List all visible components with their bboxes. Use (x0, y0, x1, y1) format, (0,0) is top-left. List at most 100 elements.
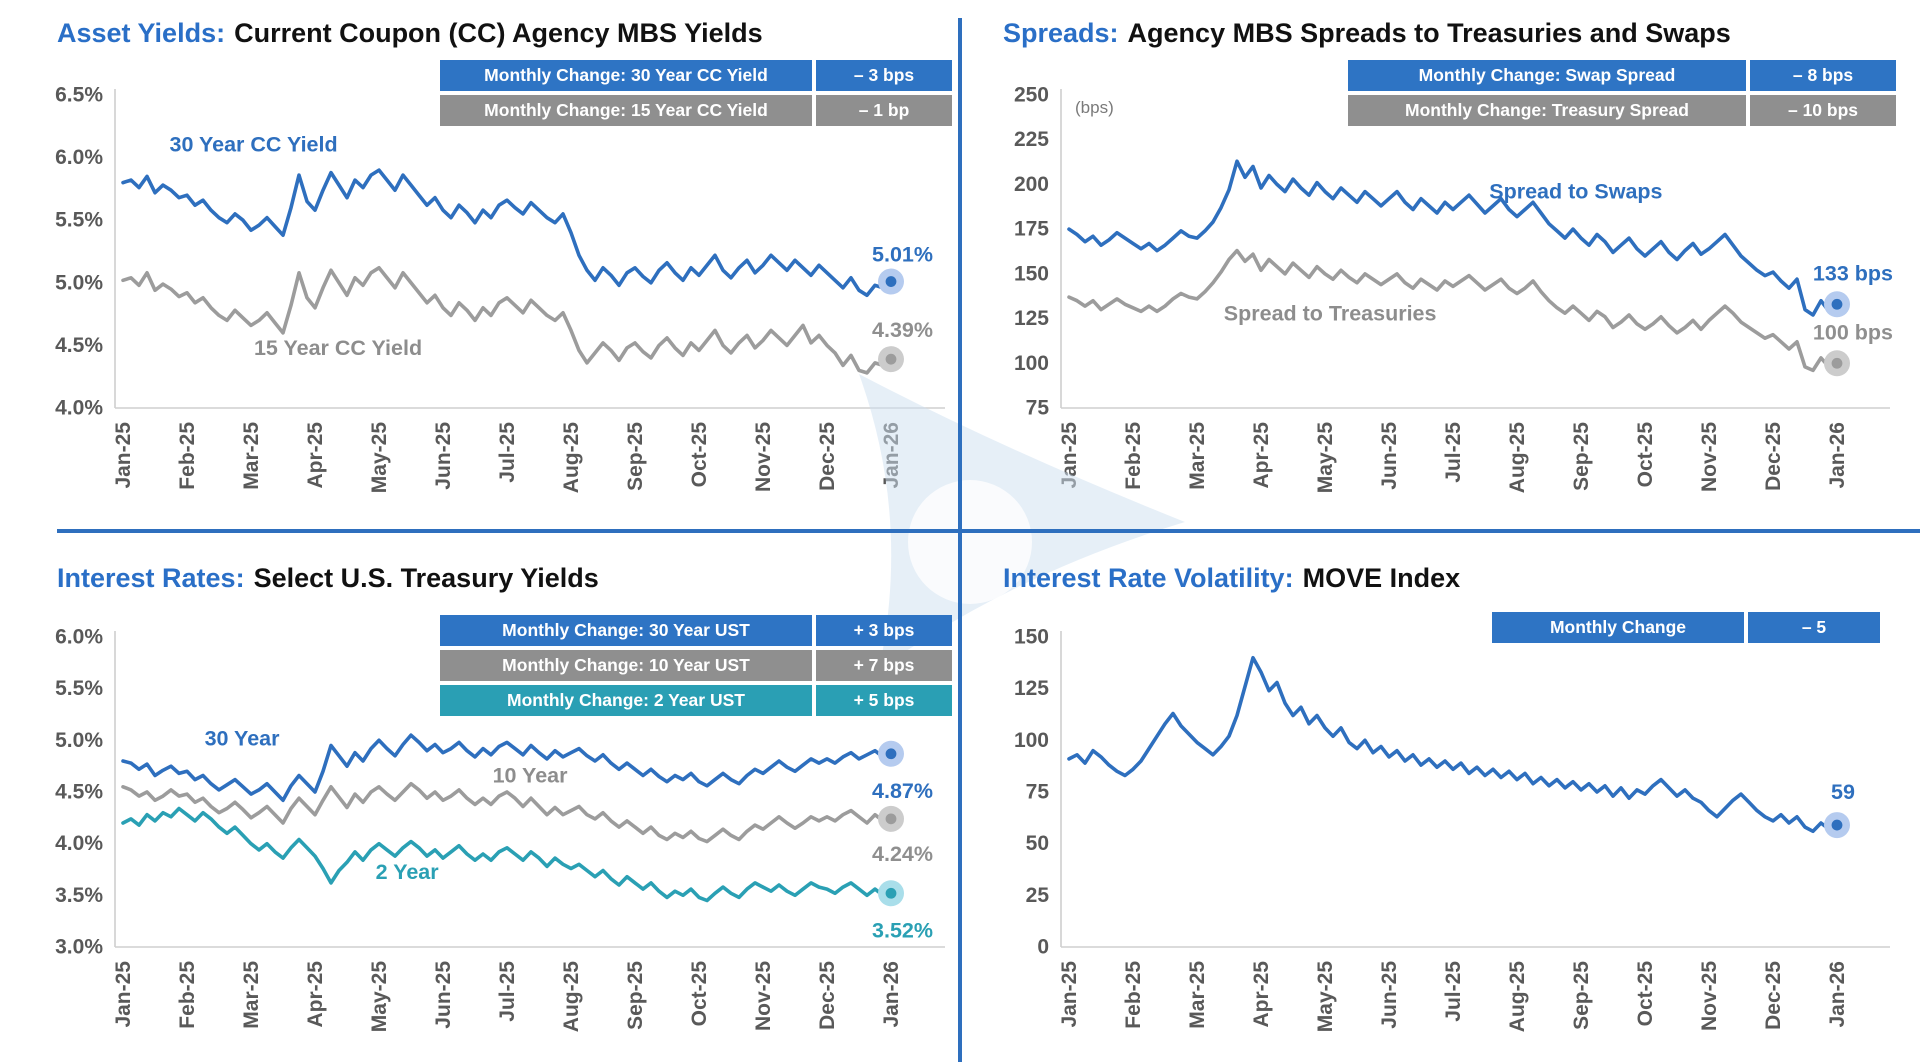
title-rest: Current Coupon (CC) Agency MBS Yields (234, 18, 763, 48)
series-ust-2yr (121, 806, 893, 903)
series-move-index (1067, 655, 1839, 834)
y-tick-label: 0 (1037, 936, 1049, 959)
y-tick-label: 125 (1014, 307, 1049, 330)
axis-unit-label: (bps) (1075, 98, 1114, 117)
x-tick-label: Aug-25 (560, 422, 583, 493)
series-label: 30 Year CC Yield (169, 132, 337, 156)
series-ust-30yr (121, 733, 893, 803)
y-tick-label: 75 (1026, 397, 1050, 420)
legend-label-cell: Monthly Change: 30 Year CC Yield (440, 60, 812, 91)
series-label: 15 Year CC Yield (254, 336, 422, 360)
x-tick-label: Nov-25 (1698, 422, 1721, 492)
legend-label-cell: Monthly Change: Treasury Spread (1348, 95, 1746, 126)
x-tick-label: Mar-25 (1186, 961, 1209, 1029)
x-tick-label: Aug-25 (1506, 961, 1529, 1032)
divider-horizontal (57, 529, 1920, 533)
legend-value-cell: + 7 bps (816, 650, 952, 681)
legend-row: Monthly Change: 30 Year UST + 3 bps (440, 615, 952, 646)
end-value-label: 133 bps (1813, 261, 1893, 285)
legend-row: Monthly Change: 2 Year UST + 5 bps (440, 685, 952, 716)
legend-interest-rates: Monthly Change: 30 Year UST + 3 bps Mont… (440, 615, 952, 716)
x-tick-label: May-25 (1314, 422, 1337, 494)
end-marker (1831, 819, 1843, 831)
y-tick-label: 6.5% (55, 84, 103, 107)
legend-value: – 1 bp (858, 100, 910, 120)
series-30yr-cc-yield (121, 168, 893, 298)
x-tick-label: Jan-25 (1058, 961, 1081, 1028)
title-rest: Agency MBS Spreads to Treasuries and Swa… (1127, 18, 1731, 48)
x-tick-label: Jan-26 (1826, 961, 1849, 1028)
legend-value: + 7 bps (853, 655, 915, 675)
chart-move-index: 150 125 100 75 50 25 0 Jan-25 Feb-25 Mar-25 Apr-25… (1014, 626, 1890, 1033)
end-marker (885, 887, 897, 899)
end-value-label: 3.52% (872, 918, 933, 942)
legend-row: Monthly Change: 30 Year CC Yield – 3 bps (440, 60, 952, 91)
end-value-label: 59 (1831, 780, 1855, 804)
x-tick-label: Jul-25 (1442, 961, 1465, 1022)
legend-label-cell: Monthly Change: 15 Year CC Yield (440, 95, 812, 126)
legend-label: Monthly Change (1549, 617, 1687, 637)
x-tick-label: Apr-25 (304, 422, 327, 489)
legend-label-cell: Monthly Change (1492, 612, 1744, 643)
title-accent: Asset Yields: (57, 18, 226, 48)
x-tick-label: Apr-25 (304, 961, 327, 1028)
panel-title-interest-rates: Interest Rates: Select U.S. Treasury Yiel… (57, 563, 599, 594)
x-tick-label: Sep-25 (1570, 422, 1593, 491)
series-label: Spread to Treasuries (1224, 301, 1437, 325)
legend-value-cell: – 8 bps (1750, 60, 1896, 91)
end-value-label: 5.01% (872, 243, 933, 267)
x-tick-label: Dec-25 (1762, 961, 1785, 1030)
y-tick-label: 75 (1026, 781, 1050, 804)
y-tick-label: 200 (1014, 173, 1049, 196)
legend-label: Monthly Change: 10 Year UST (502, 655, 750, 675)
series-label: 10 Year (493, 764, 569, 788)
legend-value-cell: + 5 bps (816, 685, 952, 716)
x-tick-label: Jan-25 (1058, 422, 1081, 489)
y-tick-label: 225 (1014, 128, 1049, 151)
legend-label: Monthly Change: 30 Year CC Yield (484, 65, 768, 85)
y-tick-label: 5.0% (55, 271, 103, 294)
x-tick-label: Sep-25 (1570, 961, 1593, 1030)
x-tick-label: Jan-26 (880, 422, 903, 489)
title-rest: MOVE Index (1302, 563, 1461, 593)
legend-row: Monthly Change: Treasury Spread – 10 bps (1348, 95, 1896, 126)
title-accent: Spreads: (1003, 18, 1119, 48)
x-tick-label: Oct-25 (1634, 961, 1657, 1027)
y-tick-label: 5.5% (55, 677, 103, 700)
x-tick-label: Feb-25 (176, 422, 199, 490)
legend-label: Monthly Change: Treasury Spread (1405, 100, 1689, 120)
legend-spreads: Monthly Change: Swap Spread – 8 bps Mont… (1348, 60, 1896, 126)
legend-label: Monthly Change: 30 Year UST (502, 620, 750, 640)
series-label: 30 Year (205, 727, 281, 751)
chart-asset-yields: 6.5% 6.0% 5.5% 5.0% 4.5% 4.0% Jan-25 Feb-25 Mar-… (55, 84, 945, 494)
legend-label: Monthly Change: Swap Spread (1418, 65, 1676, 85)
x-tick-label: May-25 (1314, 961, 1337, 1033)
x-tick-label: Mar-25 (240, 961, 263, 1029)
legend-value: – 3 bps (853, 65, 915, 85)
x-tick-label: Sep-25 (624, 422, 647, 491)
x-tick-label: Oct-25 (688, 961, 711, 1027)
x-tick-label: May-25 (368, 422, 391, 494)
end-value-label: 4.24% (872, 842, 933, 866)
y-tick-label: 125 (1014, 677, 1049, 700)
divider-vertical (958, 18, 962, 1062)
x-tick-label: Oct-25 (688, 422, 711, 488)
y-tick-label: 250 (1014, 84, 1049, 107)
y-tick-label: 150 (1014, 262, 1049, 285)
y-tick-label: 50 (1026, 832, 1049, 855)
x-tick-label: Jan-26 (1826, 422, 1849, 489)
title-rest: Select U.S. Treasury Yields (253, 563, 599, 593)
y-tick-label: 5.0% (55, 729, 103, 752)
legend-row: Monthly Change: 10 Year UST + 7 bps (440, 650, 952, 681)
x-tick-label: Jan-26 (880, 961, 903, 1028)
legend-label-cell: Monthly Change: 2 Year UST (440, 685, 812, 716)
y-tick-label: 3.0% (55, 936, 103, 959)
x-tick-label: Nov-25 (1698, 961, 1721, 1031)
x-tick-label: Dec-25 (1762, 422, 1785, 491)
x-tick-label: Oct-25 (1634, 422, 1657, 488)
panel-title-asset-yields: Asset Yields: Current Coupon (CC) Agency … (57, 18, 763, 49)
legend-row: Monthly Change: Swap Spread – 8 bps (1348, 60, 1896, 91)
y-tick-label: 100 (1014, 352, 1049, 375)
x-tick-label: Feb-25 (1122, 961, 1145, 1029)
end-marker (885, 813, 897, 825)
